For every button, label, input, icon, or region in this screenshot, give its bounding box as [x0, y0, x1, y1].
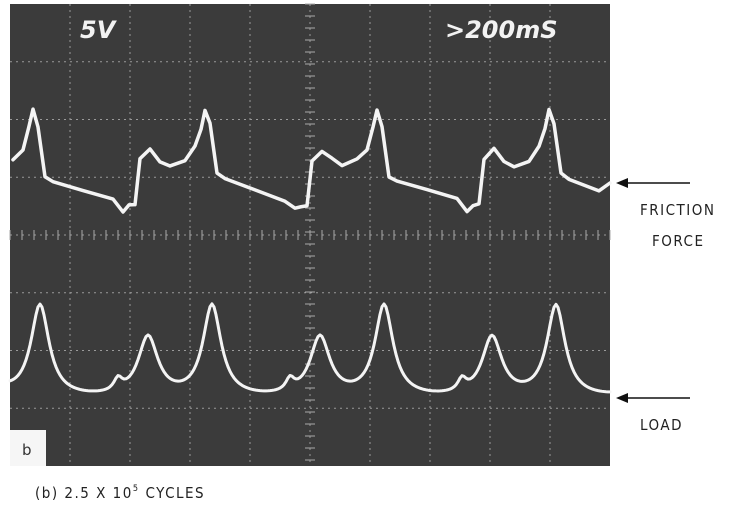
panel-label: b [22, 441, 32, 459]
arrow-head [616, 393, 628, 403]
caption: (b) 2.5 X 105 CYCLES [35, 484, 205, 502]
friction-label: FRICTION [640, 201, 715, 219]
caption-text: (b) 2.5 X 10 [35, 484, 133, 502]
volts-per-div: 5V [80, 16, 118, 44]
friction-label: FORCE [652, 232, 704, 250]
arrow-head [616, 178, 628, 188]
caption-text: CYCLES [145, 484, 205, 502]
load-label: LOAD [640, 416, 683, 434]
caption-exponent: 5 [133, 484, 140, 494]
load-trace [8, 302, 612, 394]
panel-label-box [10, 430, 46, 466]
time-per-div: >200mS [445, 16, 558, 44]
friction-trace [11, 107, 612, 214]
